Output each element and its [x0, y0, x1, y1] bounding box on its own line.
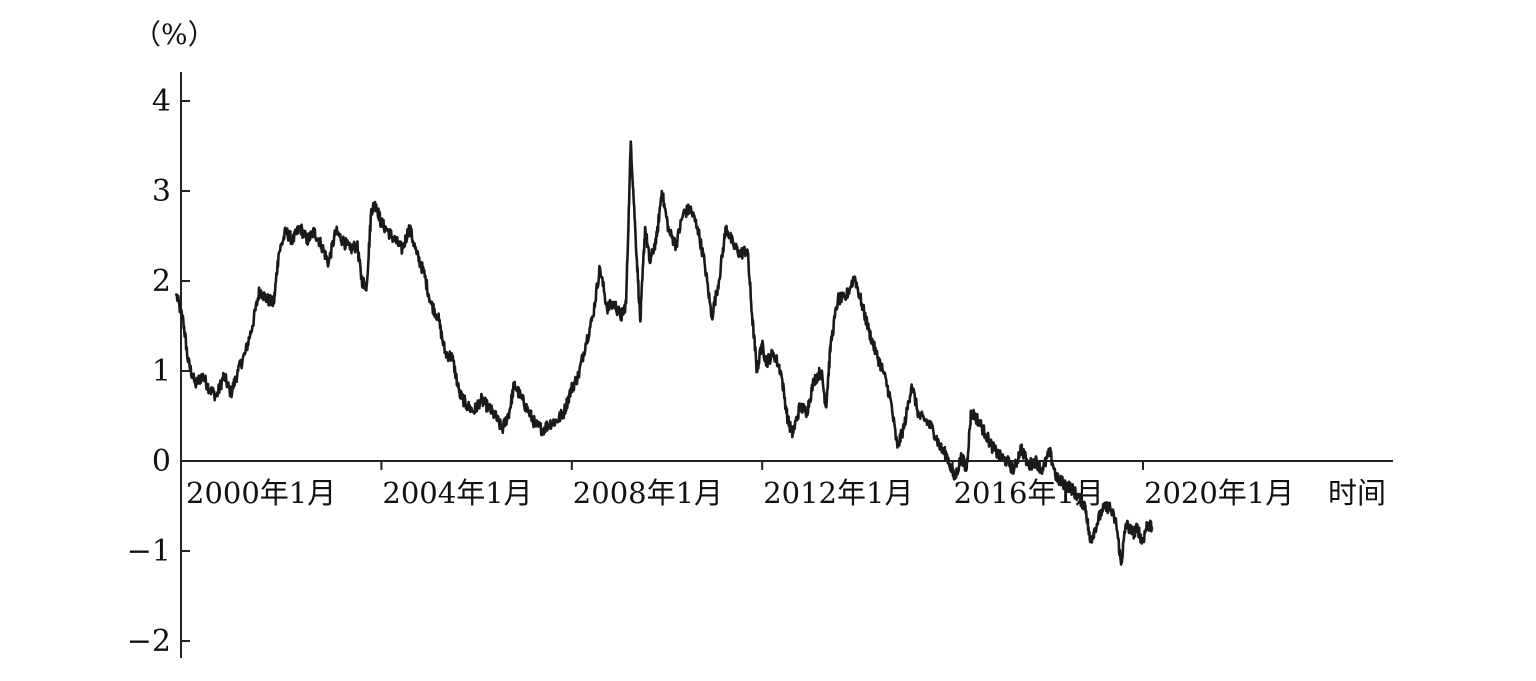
y-axis: （%） [133, 18, 216, 658]
y-tick-label: 1 [152, 354, 171, 389]
y-ticks: 4 3 2 1 0 −1 −2 [127, 84, 190, 659]
y-tick-label: 0 [152, 444, 171, 479]
y-axis-unit-label: （%） [133, 18, 216, 51]
x-axis-label: 时间 [1328, 476, 1386, 510]
y-tick-label: −2 [127, 624, 171, 659]
x-ticks: 2000年1月 2004年1月 2008年1月 2012年1月 2016年1月 2020年… [186, 461, 1294, 510]
y-tick-label: 4 [152, 84, 171, 119]
x-tick-label: 2004年1月 [382, 476, 532, 510]
x-tick-label: 2000年1月 [186, 476, 336, 510]
series-line [174, 140, 1154, 566]
x-tick-label: 2020年1月 [1144, 476, 1294, 510]
x-tick-label: 2016年1月 [954, 476, 1104, 510]
x-axis: 时间 [181, 460, 1393, 510]
y-tick-label: 2 [152, 264, 171, 299]
series-group [174, 140, 1154, 566]
y-tick-label: −1 [127, 534, 171, 569]
x-tick-label: 2008年1月 [573, 476, 723, 510]
x-tick-label: 2012年1月 [763, 476, 913, 510]
y-tick-label: 3 [152, 174, 171, 209]
